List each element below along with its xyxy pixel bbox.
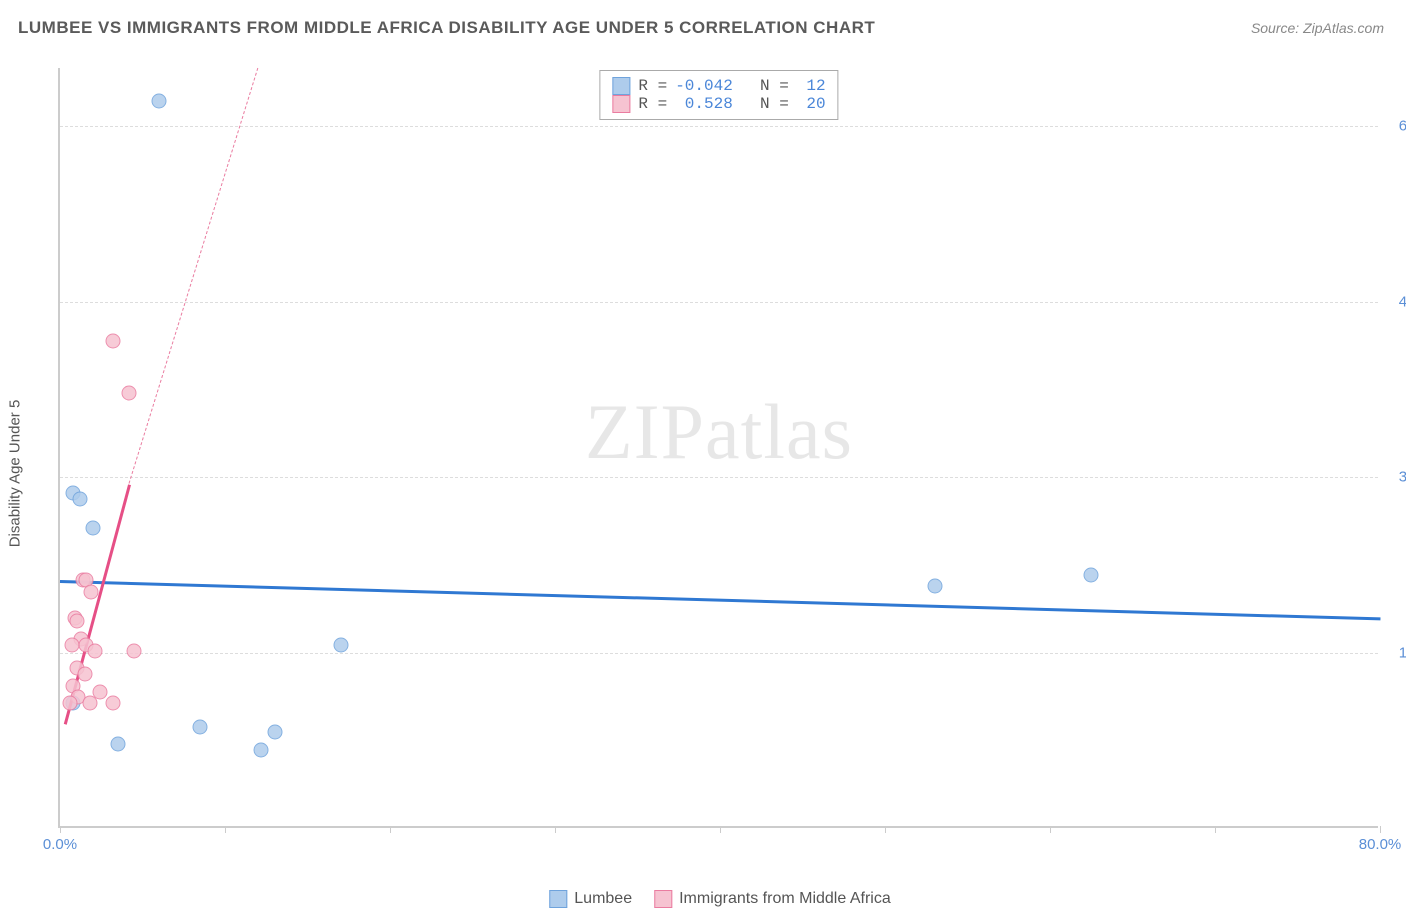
data-point — [110, 737, 125, 752]
regression-line — [60, 580, 1380, 620]
gridline — [60, 653, 1378, 654]
x-tick-label: 0.0% — [43, 836, 77, 853]
data-point — [62, 696, 77, 711]
y-tick-label: 1.5% — [1399, 644, 1406, 661]
y-tick-label: 6.0% — [1399, 118, 1406, 135]
x-tick-mark — [555, 826, 556, 833]
header: LUMBEE VS IMMIGRANTS FROM MIDDLE AFRICA … — [0, 0, 1406, 48]
chart-area: Disability Age Under 5 ZIPatlas R =-0.04… — [50, 60, 1390, 870]
x-tick-mark — [1215, 826, 1216, 833]
legend-item: Immigrants from Middle Africa — [654, 890, 891, 908]
x-tick-mark — [60, 826, 61, 833]
y-tick-label: 3.0% — [1399, 469, 1406, 486]
data-point — [69, 614, 84, 629]
legend-item: Lumbee — [549, 890, 632, 908]
legend-swatch — [612, 77, 630, 95]
data-point — [86, 520, 101, 535]
r-label: R = — [638, 77, 667, 95]
legend-label: Lumbee — [574, 890, 632, 908]
x-tick-mark — [885, 826, 886, 833]
plot-region: ZIPatlas R =-0.042 N = 12R = 0.528 N = 2… — [58, 68, 1378, 828]
x-tick-mark — [1050, 826, 1051, 833]
legend-row: R = -0.042 N = 12 — [612, 77, 825, 95]
gridline — [60, 126, 1378, 127]
r-label: R = — [638, 95, 667, 113]
n-value: 12 — [797, 77, 826, 95]
legend-swatch — [654, 890, 672, 908]
legend-series: Lumbee Immigrants from Middle Africa — [549, 890, 890, 908]
data-point — [254, 743, 269, 758]
source-label: Source: ZipAtlas.com — [1251, 20, 1384, 36]
data-point — [333, 637, 348, 652]
data-point — [122, 386, 137, 401]
x-tick-mark — [1380, 826, 1381, 833]
data-point — [127, 643, 142, 658]
data-point — [87, 643, 102, 658]
data-point — [193, 719, 208, 734]
data-point — [152, 94, 167, 109]
n-label: N = — [741, 95, 789, 113]
gridline — [60, 302, 1378, 303]
y-axis-label: Disability Age Under 5 — [7, 400, 24, 548]
regression-line — [129, 68, 259, 483]
gridline — [60, 477, 1378, 478]
data-point — [77, 667, 92, 682]
watermark: ZIPatlas — [585, 387, 853, 477]
data-point — [1084, 567, 1099, 582]
data-point — [105, 333, 120, 348]
r-value: 0.528 — [675, 95, 733, 113]
legend-swatch — [549, 890, 567, 908]
chart-title: LUMBEE VS IMMIGRANTS FROM MIDDLE AFRICA … — [18, 18, 875, 38]
legend-row: R = 0.528 N = 20 — [612, 95, 825, 113]
x-tick-mark — [720, 826, 721, 833]
data-point — [267, 725, 282, 740]
legend-label: Immigrants from Middle Africa — [679, 890, 891, 908]
x-tick-mark — [225, 826, 226, 833]
data-point — [72, 491, 87, 506]
data-point — [84, 585, 99, 600]
data-point — [82, 696, 97, 711]
r-value: -0.042 — [675, 77, 733, 95]
n-label: N = — [741, 77, 789, 95]
x-tick-label: 80.0% — [1359, 836, 1402, 853]
data-point — [105, 696, 120, 711]
data-point — [64, 637, 79, 652]
data-point — [927, 579, 942, 594]
legend-correlation: R =-0.042 N = 12R = 0.528 N = 20 — [599, 70, 838, 120]
n-value: 20 — [797, 95, 826, 113]
x-tick-mark — [390, 826, 391, 833]
y-tick-label: 4.5% — [1399, 293, 1406, 310]
legend-swatch — [612, 95, 630, 113]
